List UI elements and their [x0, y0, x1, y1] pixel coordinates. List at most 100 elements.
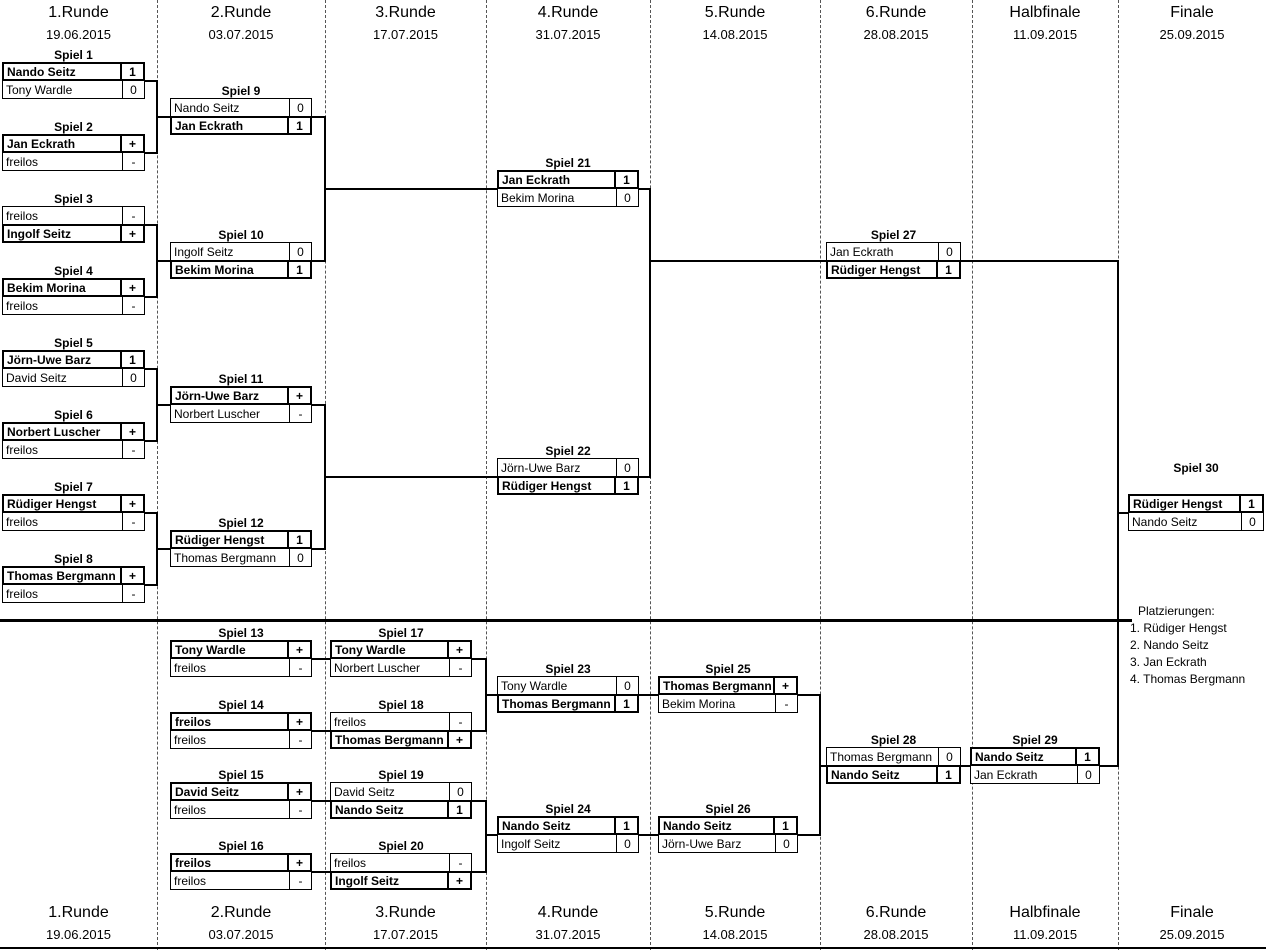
match-spiel-9: Nando Seitz 0 Jan Eckrath 1 [170, 98, 312, 135]
player-row: Norbert Luscher + [2, 422, 145, 441]
player-row: Jan Eckrath 1 [497, 170, 639, 189]
player-score: - [298, 406, 303, 421]
player-name: Jörn-Uwe Barz [498, 459, 617, 476]
round-3-name: 3.Runde [375, 4, 436, 21]
match-title-spiel-17: Spiel 17 [378, 626, 424, 640]
round-3-name: 3.Runde [375, 904, 436, 921]
match-title-spiel-12: Spiel 12 [218, 516, 264, 530]
player-score: - [131, 514, 136, 529]
match-spiel-27: Jan Eckrath 0 Rüdiger Hengst 1 [826, 242, 961, 279]
match-spiel-28: Thomas Bergmann 0 Nando Seitz 1 [826, 747, 961, 784]
player-name: freilos [172, 714, 289, 729]
player-score: 1 [945, 262, 952, 277]
player-row: freilos - [2, 440, 145, 459]
player-name: David Seitz [331, 783, 450, 800]
connector-line [961, 765, 970, 767]
match-spiel-11: Jörn-Uwe Barz + Norbert Luscher - [170, 386, 312, 423]
player-score: 0 [624, 836, 631, 851]
player-name: Thomas Bergmann [332, 732, 449, 747]
player-score: - [298, 873, 303, 888]
player-name: freilos [171, 801, 290, 818]
player-name: Norbert Luscher [331, 659, 450, 676]
match-title-spiel-19: Spiel 19 [378, 768, 424, 782]
player-row: Thomas Bergmann 0 [826, 747, 961, 766]
player-row: freilos - [330, 853, 472, 872]
connector-line [485, 800, 487, 873]
round-6-name: 6.Runde [865, 904, 927, 921]
player-row: Jan Eckrath 1 [170, 116, 312, 135]
player-score: 1 [296, 262, 303, 277]
match-spiel-24: Nando Seitz 1 Ingolf Seitz 0 [497, 816, 639, 853]
match-spiel-26: Nando Seitz 1 Jörn-Uwe Barz 0 [658, 816, 798, 853]
player-score: 1 [623, 172, 630, 187]
match-spiel-6: Norbert Luscher + freilos - [2, 422, 145, 459]
match-title-spiel-10: Spiel 10 [218, 228, 264, 242]
player-score: 1 [296, 532, 303, 547]
match-title-spiel-29: Spiel 29 [1012, 733, 1058, 747]
player-score: - [298, 732, 303, 747]
round-6-date: 28.08.2015 [863, 927, 929, 942]
match-title-spiel-30: Spiel 30 [1173, 461, 1219, 475]
player-row: freilos - [2, 206, 145, 225]
connector-line [312, 871, 330, 873]
player-name: freilos [331, 854, 450, 871]
match-title-spiel-26: Spiel 26 [705, 802, 751, 816]
match-title-spiel-9: Spiel 9 [221, 84, 261, 98]
connector-line [486, 834, 497, 836]
player-score: + [295, 855, 303, 870]
match-spiel-18: freilos - Thomas Bergmann + [330, 712, 472, 749]
player-row: Jan Eckrath + [2, 134, 145, 153]
connector-line [472, 800, 486, 802]
player-name: Rüdiger Hengst [172, 532, 289, 547]
match-spiel-23: Tony Wardle 0 Thomas Bergmann 1 [497, 676, 639, 713]
player-score: 1 [623, 696, 630, 711]
player-name: Tony Wardle [3, 81, 123, 98]
player-name: Norbert Luscher [4, 424, 122, 439]
player-row: Nando Seitz 0 [170, 98, 312, 117]
round-1-name: 1.Runde [48, 4, 109, 21]
placements-title: Platzierungen: [1138, 604, 1215, 618]
match-spiel-21: Jan Eckrath 1 Bekim Morina 0 [497, 170, 639, 207]
player-row: Thomas Bergmann + [658, 676, 798, 695]
player-row: Nando Seitz 1 [2, 62, 145, 81]
player-name: Thomas Bergmann [827, 748, 939, 765]
player-row: Rüdiger Hengst 1 [826, 260, 961, 279]
player-name: Nando Seitz [171, 99, 290, 116]
player-row: freilos - [170, 800, 312, 819]
connector-line [486, 694, 497, 696]
player-row: Thomas Bergmann 0 [170, 548, 312, 567]
player-score: - [131, 298, 136, 313]
player-score: + [295, 642, 303, 657]
connector-line [145, 296, 157, 298]
player-row: freilos - [170, 730, 312, 749]
match-spiel-16: freilos + freilos - [170, 853, 312, 890]
player-row: Nando Seitz 1 [330, 800, 472, 819]
match-spiel-12: Rüdiger Hengst 1 Thomas Bergmann 0 [170, 530, 312, 567]
connector-line [649, 188, 651, 478]
connector-line [145, 80, 157, 82]
player-score: 0 [457, 784, 464, 799]
match-spiel-29: Nando Seitz 1 Jan Eckrath 0 [970, 747, 1100, 784]
match-title-spiel-20: Spiel 20 [378, 839, 424, 853]
match-title-spiel-16: Spiel 16 [218, 839, 264, 853]
player-row: Jan Eckrath 0 [826, 242, 961, 261]
connector-line [325, 476, 497, 478]
player-score: 1 [129, 352, 136, 367]
player-name: Rüdiger Hengst [4, 496, 122, 511]
player-row: Bekim Morina - [658, 694, 798, 713]
match-title-spiel-14: Spiel 14 [218, 698, 264, 712]
round-5-date: 14.08.2015 [702, 927, 768, 942]
column-separator-6 [972, 0, 973, 950]
match-spiel-14: freilos + freilos - [170, 712, 312, 749]
player-name: Nando Seitz [332, 802, 449, 817]
player-row: freilos + [170, 712, 312, 731]
match-spiel-17: Tony Wardle + Norbert Luscher - [330, 640, 472, 677]
player-score: 0 [624, 190, 631, 205]
match-spiel-15: David Seitz + freilos - [170, 782, 312, 819]
player-score: + [781, 678, 789, 693]
player-name: freilos [3, 297, 123, 314]
player-row: Bekim Morina + [2, 278, 145, 297]
match-title-spiel-2: Spiel 2 [54, 120, 93, 134]
player-name: Bekim Morina [659, 695, 776, 712]
match-spiel-13: Tony Wardle + freilos - [170, 640, 312, 677]
